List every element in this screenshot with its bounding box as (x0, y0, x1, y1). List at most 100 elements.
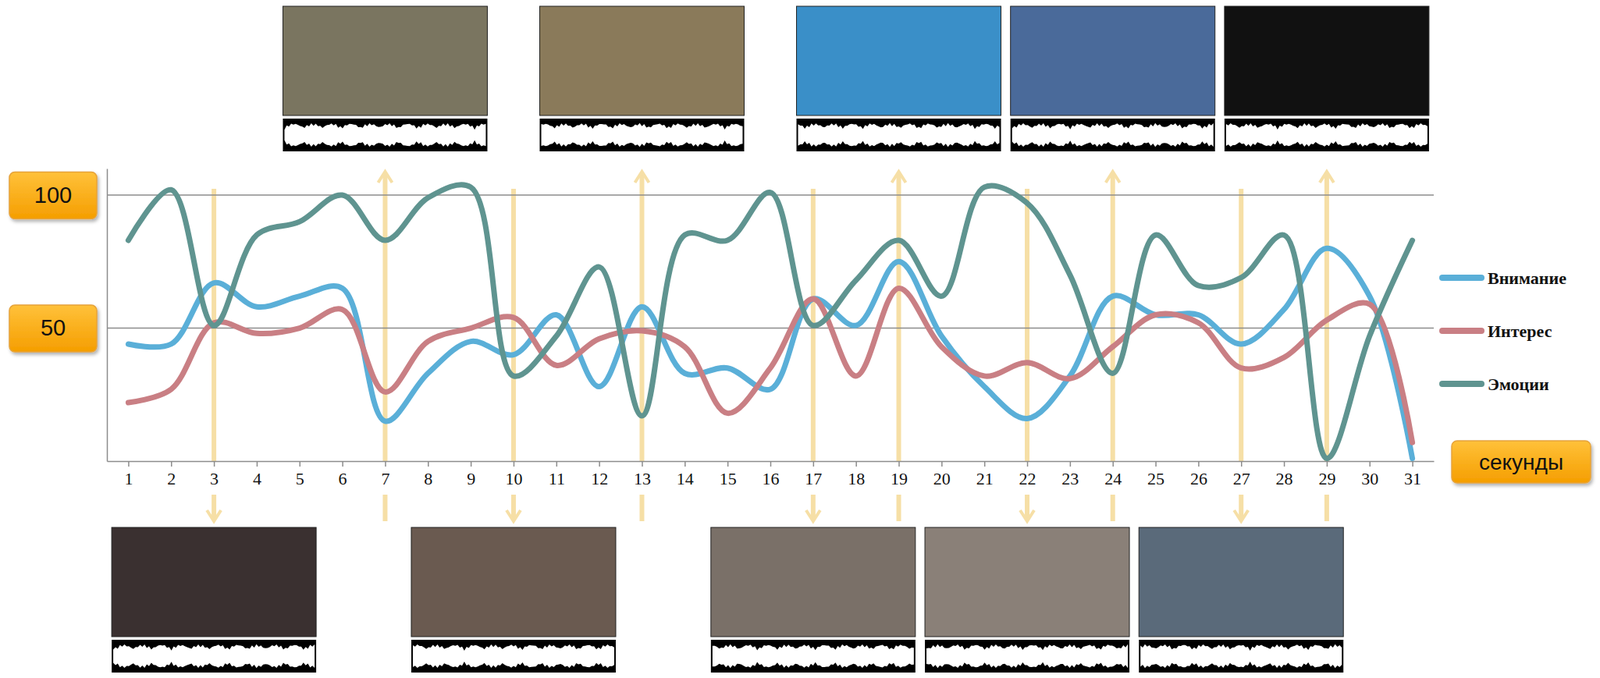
x-tick: 2 (167, 461, 176, 489)
legend-swatch (1442, 274, 1482, 281)
series-line (128, 288, 1412, 443)
x-tick-label: 31 (1404, 469, 1422, 489)
legend-label: Внимание (1487, 268, 1567, 288)
x-tick-mark (813, 461, 815, 467)
x-tick-label: 18 (847, 469, 865, 489)
thumbnail (1224, 6, 1430, 152)
x-tick-mark (470, 461, 473, 467)
thumbnail (711, 527, 916, 673)
waveform (1140, 644, 1342, 669)
thumbnail (924, 527, 1130, 673)
thumbnail-image (539, 6, 744, 116)
x-tick-label: 24 (1104, 469, 1122, 489)
thumbnail (796, 6, 1002, 152)
x-tick: 15 (719, 461, 737, 489)
waveform (412, 644, 615, 669)
thumbnail (411, 527, 616, 673)
arrow-line (896, 173, 902, 462)
waveform (1012, 123, 1214, 147)
thumbnails-top (282, 6, 1429, 152)
thumbnail (1138, 527, 1344, 673)
arrow-head (506, 510, 521, 522)
x-tick-label: 28 (1276, 469, 1294, 489)
x-tick-label: 17 (804, 469, 822, 489)
x-tick-mark (855, 461, 857, 467)
x-tick-label: 10 (504, 469, 523, 489)
x-tick-mark (128, 461, 130, 467)
x-tick-label: 5 (295, 469, 305, 489)
waveform (926, 644, 1128, 669)
x-tick-mark (513, 461, 516, 467)
x-tick-mark (1155, 461, 1157, 467)
x-tick-mark (941, 461, 943, 467)
x-tick-mark (384, 461, 387, 467)
x-tick-mark (1027, 461, 1029, 467)
thumbnail-image (796, 6, 1002, 116)
x-tick-label: 8 (423, 469, 433, 489)
thumbnail (1010, 6, 1216, 152)
x-tick-mark (556, 461, 559, 467)
waveform-ground (1224, 118, 1430, 152)
x-tick: 13 (633, 461, 651, 489)
x-tick: 14 (676, 461, 694, 489)
thumbnail-image (411, 527, 616, 637)
legend-swatch (1442, 327, 1482, 335)
x-tick-mark (1326, 461, 1329, 467)
legend-label: Интерес (1487, 321, 1553, 342)
x-tick-mark (898, 461, 900, 467)
y-axis-line (106, 169, 109, 463)
arrow-down (206, 188, 221, 522)
thumbnail-image (1010, 6, 1216, 116)
arrow-head (1319, 171, 1334, 183)
waveform (1226, 123, 1428, 147)
arrow-head (892, 171, 907, 183)
x-tick: 29 (1318, 461, 1336, 489)
x-tick: 5 (295, 461, 305, 489)
x-tick-mark (641, 461, 644, 467)
arrow-head (634, 171, 649, 183)
thumbnail-image (711, 527, 916, 637)
x-tick-label: 13 (633, 469, 651, 489)
x-tick-mark (1411, 461, 1414, 467)
arrow-stub (382, 494, 388, 522)
x-tick-label: 4 (252, 469, 262, 489)
x-tick: 22 (1019, 461, 1037, 489)
x-tick-mark (770, 461, 772, 467)
waveform-ground (411, 640, 616, 673)
legend: ВниманиеИнтересЭмоции (1442, 268, 1567, 395)
x-tick-mark (727, 461, 729, 467)
arrow-line (511, 188, 516, 462)
x-tick: 8 (423, 461, 433, 489)
waveform (798, 123, 1000, 147)
x-tick-mark (299, 461, 302, 467)
arrows (206, 171, 1334, 522)
x-tick-mark (984, 461, 986, 467)
x-tick: 9 (466, 461, 476, 489)
x-tick-mark (1283, 461, 1286, 467)
waveform-ground (539, 118, 744, 152)
series-line (128, 248, 1412, 459)
arrow-stub (1110, 494, 1116, 522)
x-tick-label: 25 (1147, 469, 1165, 489)
x-tick-mark (1368, 461, 1371, 467)
chart: 1234567891011121314151617181920212223242… (0, 0, 1600, 678)
waveform-ground (924, 640, 1130, 673)
x-tick: 24 (1104, 461, 1122, 489)
arrow-line (1238, 188, 1244, 462)
legend-swatch (1442, 380, 1482, 388)
arrow-up (377, 171, 392, 522)
arrow-head (377, 171, 392, 183)
arrow-head (206, 510, 221, 522)
x-tick-mark (684, 461, 687, 467)
x-tick-mark (598, 461, 601, 467)
arrow-head (1233, 510, 1248, 522)
thumbnail-image (1224, 6, 1430, 116)
waveform-ground (282, 118, 488, 152)
x-tick: 27 (1233, 461, 1251, 489)
x-tick: 28 (1276, 461, 1294, 489)
x-tick-label: 30 (1361, 469, 1379, 489)
series (128, 184, 1412, 459)
x-tick-label: 9 (466, 469, 476, 489)
waveform (540, 123, 743, 147)
waveform (712, 644, 914, 669)
